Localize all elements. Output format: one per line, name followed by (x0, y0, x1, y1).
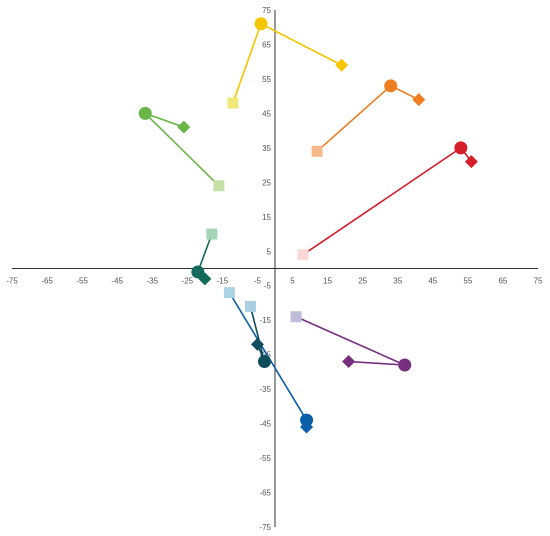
circle-point (398, 358, 412, 372)
circle-point (454, 141, 468, 155)
y-tick-label: 55 (262, 75, 271, 84)
connector-line (232, 22, 342, 104)
y-tick-label: 65 (262, 40, 271, 49)
circle-point (191, 265, 205, 279)
x-tick-label: 25 (358, 277, 367, 286)
series-group-8 (290, 311, 412, 372)
diamond-point (412, 93, 426, 107)
circle-point (254, 17, 268, 31)
connector-line (249, 306, 266, 362)
x-tick-label: -45 (111, 277, 123, 286)
series-group-7 (244, 300, 271, 369)
axes: -75 -65 -55 -45 -35 -25 -15 -5 5 15 25 35 45 55 65 7575… (6, 6, 543, 532)
diamond-point (464, 155, 478, 169)
series-group-2 (311, 79, 426, 157)
x-tick-label: -75 (6, 277, 18, 286)
connector-line (302, 146, 473, 256)
series-group-5 (191, 228, 218, 286)
diamond-point (198, 272, 212, 286)
x-tick-label: -35 (146, 277, 158, 286)
series-layer (138, 17, 478, 434)
x-tick-label: 75 (534, 277, 543, 286)
x-tick-label: -25 (182, 277, 194, 286)
square-point (244, 300, 256, 312)
y-tick-label: -15 (259, 316, 271, 325)
square-point (297, 249, 309, 261)
diamond-point (250, 337, 264, 351)
x-tick-label: -5 (254, 277, 262, 286)
y-tick-label: 35 (262, 144, 271, 153)
x-tick-label: 5 (290, 277, 295, 286)
series-group-6 (223, 287, 314, 434)
circle-point (257, 355, 271, 369)
y-tick-label: -45 (259, 420, 271, 429)
diamond-point (300, 420, 314, 434)
y-tick-label: 25 (262, 178, 271, 187)
square-point (223, 287, 235, 299)
y-tick-label: -75 (259, 523, 271, 532)
y-tick-label: 75 (262, 6, 271, 15)
circle-point (300, 413, 314, 427)
x-tick-label: -15 (217, 277, 229, 286)
x-tick-label: 15 (323, 277, 332, 286)
x-tick-label: 65 (498, 277, 507, 286)
diamond-point (342, 355, 356, 369)
square-point (290, 311, 302, 323)
x-tick-label: 55 (463, 277, 472, 286)
square-point (213, 180, 225, 192)
connector-line (316, 84, 420, 152)
diamond-point (335, 58, 349, 72)
y-tick-label: 45 (262, 109, 271, 118)
y-tick-label: 15 (262, 213, 271, 222)
square-point (311, 145, 323, 157)
x-tick-label: -65 (41, 277, 53, 286)
x-tick-label: 35 (393, 277, 402, 286)
y-tick-label: -65 (259, 489, 271, 498)
square-point (227, 97, 239, 109)
y-tick-label: -35 (259, 385, 271, 394)
circle-point (138, 106, 152, 120)
series-group-4 (297, 141, 478, 261)
x-tick-label: -55 (76, 277, 88, 286)
x-tick-label: 45 (428, 277, 437, 286)
y-tick-label: 5 (267, 247, 272, 256)
square-point (206, 228, 218, 240)
diamond-point (177, 120, 191, 134)
y-tick-label: -55 (259, 454, 271, 463)
circle-point (384, 79, 398, 93)
series-group-1 (227, 17, 349, 109)
series-group-3 (138, 106, 225, 192)
y-tick-label: -5 (264, 282, 272, 291)
